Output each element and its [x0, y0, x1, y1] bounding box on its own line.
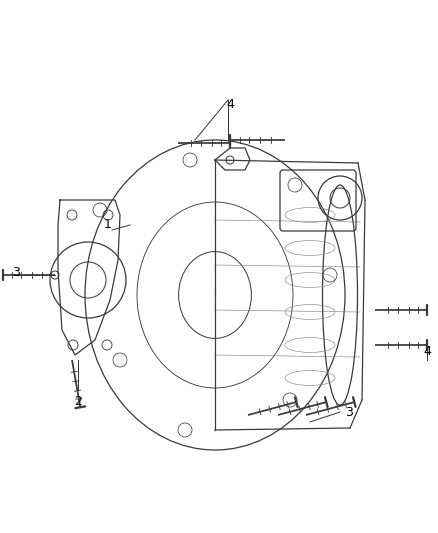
Text: 4: 4 [423, 345, 431, 358]
Text: 1: 1 [104, 219, 112, 231]
Text: 2: 2 [74, 395, 82, 408]
Text: 3: 3 [345, 406, 353, 418]
Text: 3: 3 [12, 265, 20, 279]
Text: 4: 4 [226, 98, 234, 111]
